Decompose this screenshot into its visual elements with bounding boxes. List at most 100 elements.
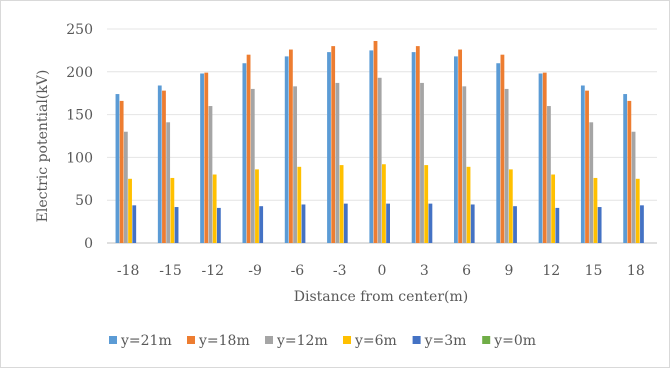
bar [200,73,204,244]
bar [415,46,420,244]
bar [551,174,556,243]
bar [242,63,247,243]
bar [411,52,416,243]
x-tick-label: -3 [333,263,347,279]
bar [627,100,632,244]
bar [212,174,217,243]
bar [504,88,509,243]
x-tick-label: 18 [627,263,645,279]
legend-swatch [482,336,491,344]
bars [115,40,644,244]
y-tick-label: 150 [66,108,93,124]
x-tick-label: -6 [291,263,305,279]
bar [204,72,209,243]
legend-entry: y=21m [120,333,172,349]
bar [420,82,424,243]
bar [123,131,128,243]
bar [208,106,213,243]
bar [301,204,306,243]
y-axis-label: Electric potential(kV) [35,70,51,223]
bar [597,207,602,243]
bar [216,207,221,243]
bar [382,164,386,243]
bar [259,206,264,243]
bar [496,63,501,243]
x-tick-label: -15 [159,263,182,279]
y-tick-label: 200 [66,65,93,81]
bar [157,85,162,243]
x-tick-label: 12 [542,263,560,279]
x-tick-label: 6 [462,263,471,279]
bar [339,165,344,243]
legend-swatch [412,336,421,344]
bar [500,54,505,244]
bar [462,86,467,244]
bar [640,205,644,243]
x-tick-label: -18 [117,263,140,279]
bar [115,94,120,243]
bar [132,205,137,243]
bar [331,46,336,244]
legend-entry: y=12m [276,333,328,349]
legend-entry: y=3m [424,333,467,349]
bar [454,56,458,243]
bar [284,56,289,243]
legend-swatch [187,336,195,344]
bar [343,203,348,243]
gridlines [107,28,657,244]
bar [166,122,171,243]
bar [470,204,475,243]
bar [246,54,251,244]
bar [297,166,302,243]
legend-entry: y=6m [354,333,397,349]
x-tick-label: 15 [585,263,603,279]
x-tick-label: 3 [420,263,429,279]
bar [547,106,551,243]
bar [635,178,640,243]
legend-swatch [109,336,117,344]
bar [327,52,331,243]
bar [128,178,132,243]
bar [593,177,598,243]
bar [585,90,589,243]
bar [513,206,517,243]
legend-entry: y=18m [198,333,250,349]
bar [170,177,175,243]
y-tick-label: 0 [84,236,93,252]
bar [466,166,471,243]
bar [589,122,594,243]
bar [623,94,628,243]
x-tick-label: -12 [201,263,224,279]
bar [288,49,293,243]
bar [293,86,297,244]
legend: y=21m y=18m y=12m y=6m y=3m y=0m [109,333,536,349]
legend-swatch [343,336,351,344]
bar [373,40,378,243]
x-tick-label: 9 [504,263,513,279]
bar [335,82,340,243]
legend-swatch [265,336,273,344]
bar [255,169,259,243]
bar [631,131,636,243]
y-tick-labels: 0 50 100 150 200 250 [66,22,93,252]
y-tick-label: 100 [66,150,93,166]
bar [162,90,166,243]
bar [250,88,255,243]
bar [119,100,124,244]
bar [508,169,513,243]
bar [369,50,374,244]
bar [542,72,547,243]
bar [538,73,543,244]
bar [386,203,390,243]
legend-entry: y=0m [493,333,536,349]
bar [580,85,585,243]
bar [428,203,433,243]
x-axis-label: Distance from center(m) [294,289,468,305]
x-tick-label: 0 [378,263,387,279]
x-tick-labels: -18 -15 -12 -9 -6 -3 0 3 6 9 12 15 18 [117,263,645,279]
bar [555,207,560,243]
bar [377,77,382,244]
bar [424,165,429,243]
